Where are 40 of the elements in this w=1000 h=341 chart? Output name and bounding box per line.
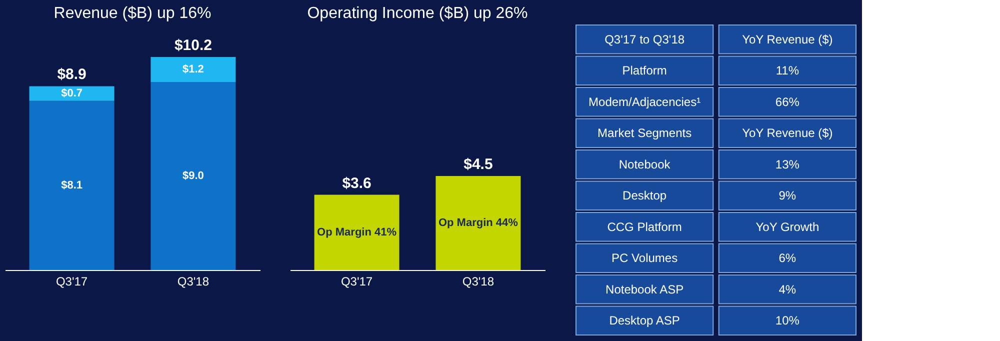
annotation: Op Margin 44% (438, 217, 518, 230)
text: 4% (778, 282, 796, 296)
x-tick-label: Q3'17 (340, 274, 373, 288)
text: 11% (776, 64, 800, 78)
text: YoY Revenue ($) (742, 126, 833, 140)
text: CCG Platform (607, 220, 682, 234)
text: Modem/Adjacencies¹ (588, 94, 701, 109)
bar (150, 82, 236, 270)
data-label: $0.7 (61, 88, 82, 100)
text: Notebook (618, 157, 672, 172)
bar (29, 86, 114, 101)
text: Market Segments (598, 126, 692, 140)
x-tick-label: Q3'17 (56, 274, 88, 288)
data-label: $4.5 (464, 156, 493, 174)
data-label: $8.1 (61, 179, 82, 192)
total-label: $10.2 (174, 36, 212, 54)
text: 9% (778, 188, 796, 203)
text: Q3'17 to Q3'18 (604, 32, 685, 46)
text: 10% (775, 314, 800, 328)
data-label: $3.6 (342, 174, 372, 192)
text: 6% (778, 251, 796, 266)
x-tick-label: Q3'18 (177, 274, 210, 288)
text: PC Volumes (612, 251, 678, 266)
total-label: $8.9 (57, 66, 86, 84)
chart-title: Operating Income ($B) up 26% (307, 5, 528, 22)
data-label: $1.2 (182, 63, 204, 76)
x-tick-label: Q3'18 (462, 274, 494, 288)
bar (29, 100, 114, 270)
chart-title: Revenue ($B) up 16% (54, 5, 212, 22)
data-label: $9.0 (182, 170, 204, 182)
text: YoY Growth (756, 220, 820, 234)
text: YoY Revenue ($) (742, 32, 833, 46)
text: 66% (775, 94, 800, 109)
text: Desktop ASP (609, 314, 680, 328)
text: Platform (622, 64, 667, 78)
text: Notebook ASP (606, 282, 684, 296)
text: Desktop (622, 188, 667, 203)
annotation: Op Margin 41% (317, 226, 397, 238)
text: 13% (775, 157, 800, 172)
bar (150, 56, 236, 82)
